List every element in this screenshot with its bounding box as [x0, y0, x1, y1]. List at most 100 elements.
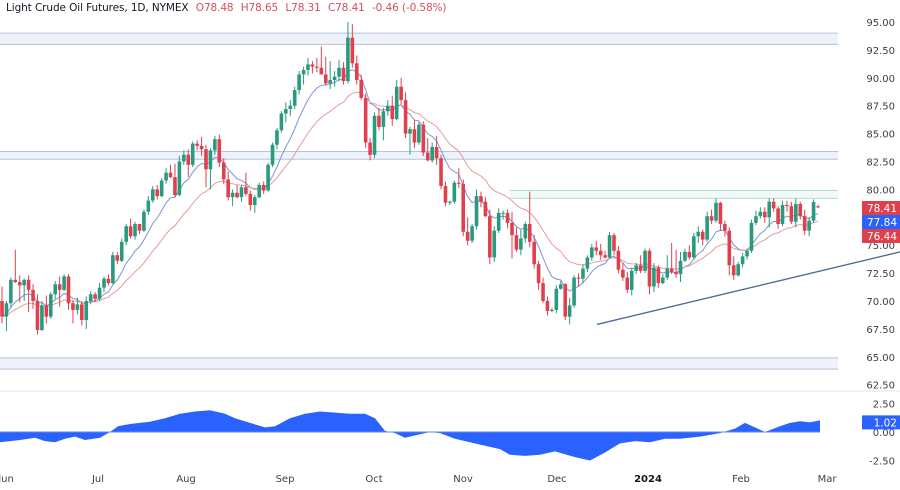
candle: [700, 229, 705, 246]
candle: [381, 107, 386, 141]
candle: [527, 191, 532, 248]
candle-body: [558, 284, 563, 289]
candle: [496, 208, 501, 233]
candle-body: [164, 172, 168, 181]
candle: [545, 296, 550, 316]
candle-body: [168, 172, 173, 178]
ohlc-open: O78.48: [195, 2, 234, 14]
candle-body: [576, 277, 581, 279]
candle-body: [674, 271, 678, 275]
candle-body: [62, 276, 66, 290]
candle: [643, 248, 647, 274]
candle: [479, 191, 483, 208]
candle: [319, 46, 324, 75]
candle: [106, 274, 111, 286]
candle: [563, 283, 568, 320]
candle: [26, 275, 31, 313]
candle-body: [150, 189, 155, 201]
candle-body: [75, 304, 80, 310]
candle: [275, 128, 279, 150]
candle: [669, 242, 674, 275]
candle-body: [749, 222, 754, 251]
candle: [638, 255, 643, 274]
time-axis[interactable]: Jun Jul Aug Sep Oct Nov Dec 2024 Feb Mar: [0, 474, 837, 485]
candle-body: [66, 276, 71, 304]
candle-body: [567, 305, 572, 317]
price-axis[interactable]: 95.00 92.50 90.00 87.50 85.00 82.50 80.00 75.00…: [0, 18, 900, 392]
candle: [771, 198, 776, 212]
ascending-trendline[interactable]: [596, 251, 900, 326]
candle-body: [159, 180, 164, 197]
candle: [749, 219, 754, 254]
candle-body: [88, 294, 93, 301]
candle-body: [177, 161, 182, 195]
candle-body: [346, 37, 350, 82]
candle: [465, 217, 470, 246]
price-tick-label: 95.00: [866, 18, 895, 29]
candle-body: [776, 208, 780, 224]
time-tick-label: Feb: [732, 474, 750, 485]
candle-body: [638, 265, 643, 271]
candle: [244, 172, 248, 197]
candle: [776, 206, 780, 229]
candle-body: [57, 284, 62, 290]
candle-body: [17, 282, 22, 286]
candle: [789, 201, 794, 224]
candle-body: [563, 284, 568, 317]
candle-body: [527, 223, 532, 242]
time-tick-label: Nov: [453, 474, 473, 485]
candle-body: [474, 196, 479, 227]
price-tick-label: 92.50: [866, 46, 895, 57]
candle-body: [106, 278, 111, 284]
candle: [647, 248, 652, 295]
candle-body: [292, 90, 297, 106]
ohlc-close: C78.41: [327, 2, 365, 14]
candle: [346, 22, 350, 84]
candle-body: [146, 200, 151, 212]
candle-body: [590, 247, 594, 258]
candle: [213, 135, 217, 155]
candle-body: [48, 294, 53, 317]
candle-body: [35, 301, 40, 331]
candle: [408, 126, 412, 155]
candle: [612, 232, 616, 256]
candle: [217, 134, 222, 168]
candle: [377, 107, 381, 131]
candle-body: [727, 230, 732, 266]
candle: [9, 277, 13, 308]
candle-body: [297, 74, 301, 91]
candle: [510, 211, 514, 259]
candle: [683, 248, 687, 262]
candle-body: [652, 267, 656, 287]
candle-body: [97, 287, 102, 299]
candle: [328, 61, 332, 89]
candle: [505, 209, 510, 229]
candle-body: [372, 115, 377, 155]
candle: [204, 144, 208, 188]
candle: [13, 249, 18, 284]
candle: [35, 294, 40, 335]
candlesticks: [0, 22, 820, 335]
candle-body: [354, 63, 359, 81]
candle: [310, 61, 315, 74]
candle-body: [465, 231, 470, 241]
candle: [164, 168, 168, 184]
candle-body: [93, 294, 97, 299]
candle-body: [226, 179, 230, 198]
candle-body: [683, 251, 687, 261]
candle-body: [634, 265, 638, 271]
candle-body: [315, 66, 319, 68]
candle: [616, 246, 621, 274]
candle: [785, 200, 789, 212]
candle-body: [190, 143, 195, 165]
candle-body: [603, 255, 607, 258]
candle-body: [53, 284, 58, 295]
candle-body: [102, 278, 106, 288]
candle: [745, 248, 749, 260]
candle: [452, 180, 457, 204]
price-tick-label: 90.00: [866, 74, 895, 85]
candle: [40, 301, 44, 332]
candle-body: [399, 86, 403, 101]
candle: [425, 138, 430, 162]
